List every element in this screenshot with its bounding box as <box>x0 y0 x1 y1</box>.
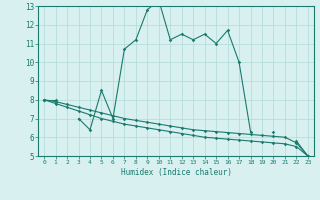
X-axis label: Humidex (Indice chaleur): Humidex (Indice chaleur) <box>121 168 231 177</box>
